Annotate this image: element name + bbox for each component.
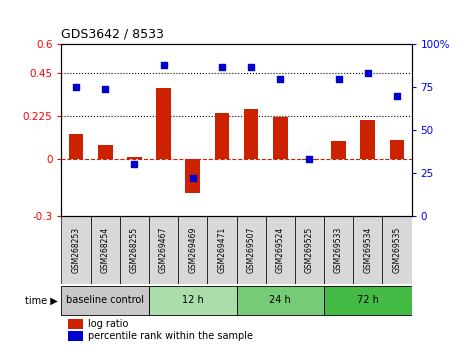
Bar: [185, 159, 200, 193]
Bar: [302, 159, 317, 160]
Text: GSM269534: GSM269534: [363, 227, 372, 273]
Bar: [69, 134, 83, 159]
FancyBboxPatch shape: [149, 286, 236, 315]
Bar: [244, 109, 258, 159]
Text: GSM268253: GSM268253: [71, 227, 80, 273]
Point: [218, 64, 226, 69]
Point: [72, 84, 80, 90]
Point: [131, 161, 138, 167]
Text: baseline control: baseline control: [66, 295, 144, 305]
Bar: [98, 145, 113, 159]
Text: GSM269469: GSM269469: [188, 227, 197, 273]
Point: [306, 156, 313, 162]
Text: GDS3642 / 8533: GDS3642 / 8533: [61, 27, 164, 40]
Point: [247, 64, 255, 69]
Text: 24 h: 24 h: [270, 295, 291, 305]
Bar: [215, 113, 229, 159]
Text: 12 h: 12 h: [182, 295, 203, 305]
FancyBboxPatch shape: [324, 216, 353, 284]
FancyBboxPatch shape: [61, 286, 149, 315]
FancyBboxPatch shape: [178, 216, 207, 284]
Bar: [156, 88, 171, 159]
Text: 72 h: 72 h: [357, 295, 379, 305]
Text: GSM269471: GSM269471: [218, 227, 227, 273]
Bar: [273, 117, 288, 159]
Text: log ratio: log ratio: [88, 319, 129, 329]
FancyBboxPatch shape: [266, 216, 295, 284]
Text: time ▶: time ▶: [25, 296, 58, 306]
Bar: [390, 139, 404, 159]
Point: [393, 93, 401, 98]
FancyBboxPatch shape: [295, 216, 324, 284]
Text: GSM268255: GSM268255: [130, 227, 139, 273]
Point: [101, 86, 109, 92]
Text: GSM269533: GSM269533: [334, 227, 343, 273]
Text: GSM269467: GSM269467: [159, 227, 168, 273]
FancyBboxPatch shape: [324, 286, 412, 315]
Point: [189, 175, 197, 181]
Point: [364, 70, 372, 76]
Point: [276, 76, 284, 81]
Text: percentile rank within the sample: percentile rank within the sample: [88, 331, 254, 341]
FancyBboxPatch shape: [61, 216, 91, 284]
Bar: [69, 319, 83, 329]
FancyBboxPatch shape: [120, 216, 149, 284]
Bar: [69, 331, 83, 341]
Text: GSM269524: GSM269524: [276, 227, 285, 273]
FancyBboxPatch shape: [207, 216, 236, 284]
Text: GSM269525: GSM269525: [305, 227, 314, 273]
Text: GSM269507: GSM269507: [246, 227, 255, 273]
Text: GSM269535: GSM269535: [393, 227, 402, 273]
Bar: [360, 120, 375, 159]
Point: [335, 76, 342, 81]
FancyBboxPatch shape: [353, 216, 382, 284]
Bar: [331, 141, 346, 159]
Point: [160, 62, 167, 68]
FancyBboxPatch shape: [91, 216, 120, 284]
Bar: [127, 157, 142, 159]
FancyBboxPatch shape: [236, 286, 324, 315]
FancyBboxPatch shape: [149, 216, 178, 284]
FancyBboxPatch shape: [236, 216, 266, 284]
Text: GSM268254: GSM268254: [101, 227, 110, 273]
FancyBboxPatch shape: [382, 216, 412, 284]
